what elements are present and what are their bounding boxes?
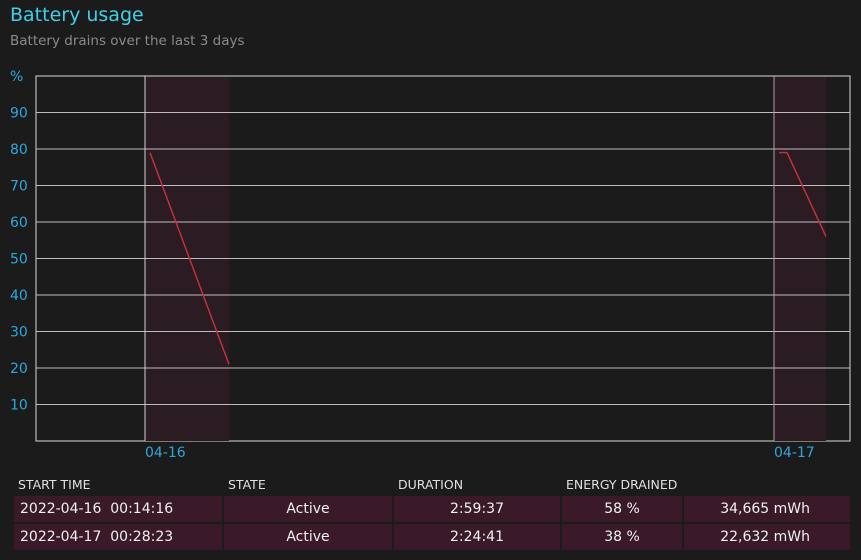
cell-percent: 38 % <box>562 524 682 550</box>
y-tick-label-90: 90 <box>10 106 28 122</box>
cell-energy: 22,632 mWh <box>684 524 850 550</box>
y-axis-label: % <box>10 69 23 85</box>
y-tick-label-30: 30 <box>10 325 28 341</box>
cell-state: Active <box>224 496 392 522</box>
cell-start-time: 2022-04-16 00:14:16 <box>14 496 222 522</box>
cell-state: Active <box>224 524 392 550</box>
table-row[interactable]: 2022-04-16 00:14:16 Active 2:59:37 58 % … <box>14 496 850 522</box>
table-header-row: START TIME STATE DURATION ENERGY DRAINED <box>14 476 850 494</box>
cell-percent: 58 % <box>562 496 682 522</box>
col-duration: DURATION <box>398 477 464 492</box>
y-tick-label-80: 80 <box>10 142 28 158</box>
battery-chart: % 10 20 30 40 50 60 70 80 90 04-16 04-17 <box>10 69 851 461</box>
drain-line-2 <box>779 151 827 237</box>
table-row[interactable]: 2022-04-17 00:28:23 Active 2:24:41 38 % … <box>14 524 850 550</box>
cell-duration: 2:24:41 <box>394 524 560 550</box>
y-tick-label-50: 50 <box>10 252 28 268</box>
col-energy-drained: ENERGY DRAINED <box>566 477 678 492</box>
y-tick-label-40: 40 <box>10 288 28 304</box>
drain-line-1 <box>149 152 230 365</box>
y-tick-label-60: 60 <box>10 215 28 231</box>
y-tick-label-10: 10 <box>10 398 28 414</box>
col-state: STATE <box>228 477 266 492</box>
col-start-time: START TIME <box>18 477 91 492</box>
x-tick-label-2: 04-17 <box>774 445 815 461</box>
cell-start-time: 2022-04-17 00:28:23 <box>14 524 222 550</box>
y-tick-label-70: 70 <box>10 179 28 195</box>
cell-duration: 2:59:37 <box>394 496 560 522</box>
cell-energy: 34,665 mWh <box>684 496 850 522</box>
battery-drain-table: START TIME STATE DURATION ENERGY DRAINED… <box>12 474 852 552</box>
y-tick-label-20: 20 <box>10 361 28 377</box>
page-subtitle: Battery drains over the last 3 days <box>10 33 245 49</box>
x-tick-label-1: 04-16 <box>145 445 186 461</box>
page-title: Battery usage <box>10 4 144 26</box>
